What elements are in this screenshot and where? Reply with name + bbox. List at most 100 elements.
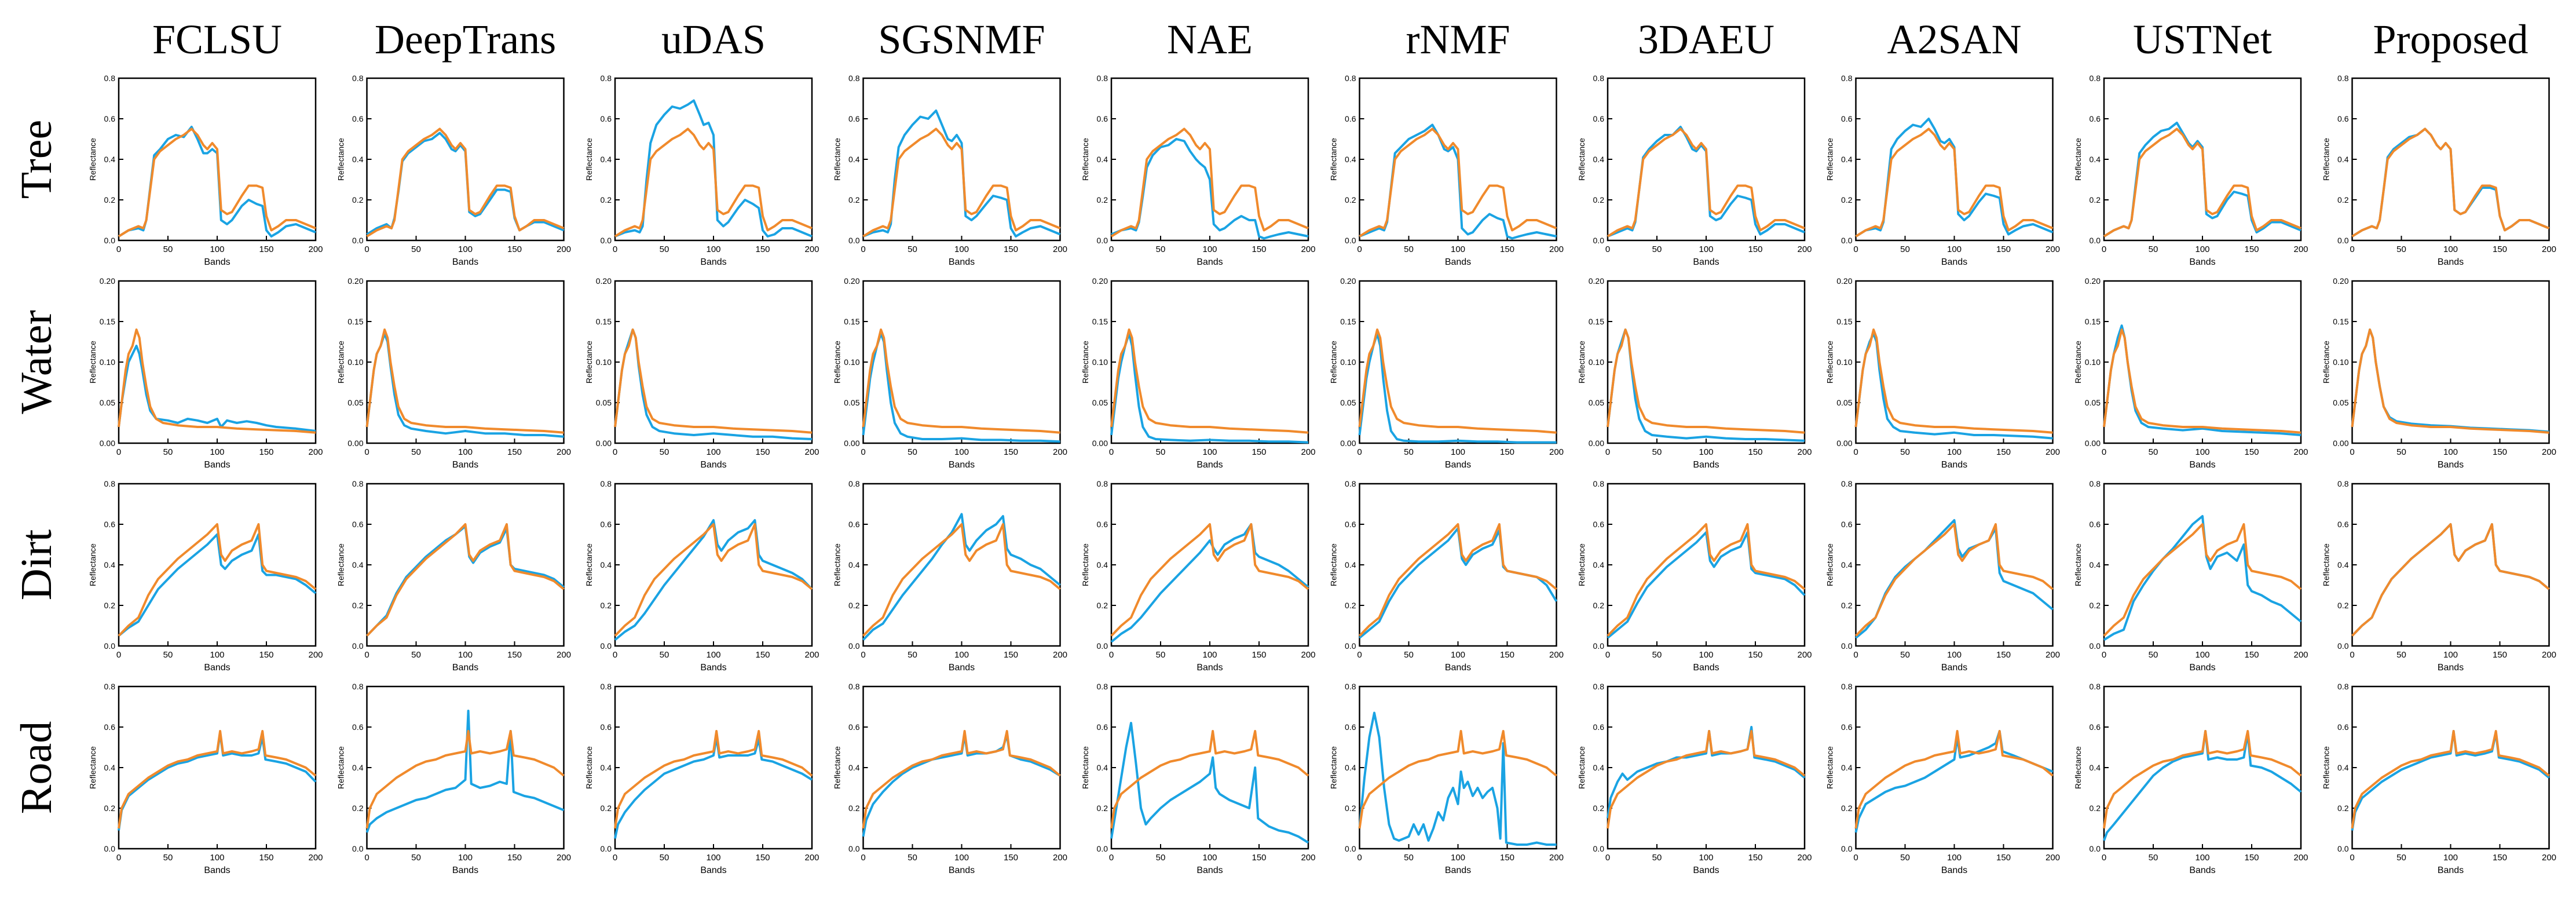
x-tick-label-road-3daeu-50: 50 bbox=[1652, 853, 1662, 863]
x-axis-label-road-proposed: Bands bbox=[2438, 866, 2464, 875]
x-tick-label-water-rnmf-0: 0 bbox=[1357, 447, 1362, 457]
x-tick-label-road-udas-50: 50 bbox=[660, 853, 669, 863]
x-tick-label-dirt-deeptrans-0: 0 bbox=[364, 650, 369, 660]
x-tick-label-water-fclsu-150: 150 bbox=[259, 447, 273, 457]
y-tick-label-water-a2san-0: 0.00 bbox=[1836, 439, 1852, 448]
y-tick-label-dirt-sgsnmf-0: 0.0 bbox=[848, 641, 860, 651]
x-tick-label-road-udas-200: 200 bbox=[804, 853, 819, 863]
y-tick-label-water-rnmf-2: 0.10 bbox=[1340, 357, 1356, 367]
series-reference-tree-fclsu bbox=[118, 127, 316, 238]
y-tick-label-dirt-sgsnmf-1: 0.2 bbox=[848, 601, 860, 610]
y-tick-label-tree-sgsnmf-0: 0.0 bbox=[848, 236, 860, 245]
x-tick-label-tree-ustnet-150: 150 bbox=[2244, 244, 2259, 254]
y-axis-label-water-deeptrans: Reflectance bbox=[336, 341, 346, 384]
y-axis-label-water-proposed: Reflectance bbox=[2322, 341, 2331, 384]
x-tick-label-water-sgsnmf-150: 150 bbox=[1004, 447, 1018, 457]
x-tick-label-road-fclsu-50: 50 bbox=[163, 853, 173, 863]
axes-frame-water-udas bbox=[614, 280, 813, 444]
y-tick-label-water-a2san-3: 0.15 bbox=[1836, 317, 1852, 326]
y-tick-label-tree-ustnet-2: 0.4 bbox=[2090, 155, 2101, 164]
series-estimated-dirt-sgsnmf bbox=[862, 513, 1061, 641]
y-tick-label-tree-udas-1: 0.2 bbox=[601, 195, 612, 204]
x-tick-label-road-udas-0: 0 bbox=[613, 853, 617, 863]
axes-frame-dirt-proposed bbox=[2351, 483, 2550, 647]
x-tick-label-water-rnmf-50: 50 bbox=[1404, 447, 1414, 457]
x-tick-label-dirt-rnmf-150: 150 bbox=[1500, 650, 1514, 660]
column-title-ustnet: USTNet bbox=[2133, 16, 2272, 63]
series-reference-tree-a2san bbox=[1855, 127, 2054, 238]
y-axis-label-tree-deeptrans: Reflectance bbox=[336, 138, 346, 181]
series-reference-dirt-3daeu bbox=[1607, 523, 1806, 637]
column-title-proposed: Proposed bbox=[2373, 16, 2529, 63]
x-tick-label-dirt-rnmf-100: 100 bbox=[1451, 650, 1465, 660]
axes-frame-dirt-udas bbox=[614, 483, 813, 647]
y-tick-label-water-rnmf-0: 0.00 bbox=[1340, 439, 1356, 448]
series-estimated-water-nae bbox=[1110, 333, 1309, 444]
x-tick-label-road-ustnet-50: 50 bbox=[2149, 853, 2158, 863]
y-axis-label-dirt-a2san: Reflectance bbox=[1825, 543, 1835, 586]
y-tick-label-road-udas-4: 0.8 bbox=[601, 682, 612, 691]
y-axis-label-dirt-deeptrans: Reflectance bbox=[336, 543, 346, 586]
x-tick-label-tree-nae-50: 50 bbox=[1156, 244, 1166, 254]
y-tick-label-road-sgsnmf-2: 0.4 bbox=[848, 763, 860, 772]
y-tick-label-tree-fclsu-3: 0.6 bbox=[104, 114, 116, 123]
axes-frame-road-sgsnmf bbox=[862, 685, 1061, 850]
series-reference-water-rnmf bbox=[1358, 328, 1557, 434]
x-tick-label-tree-nae-200: 200 bbox=[1301, 244, 1315, 254]
x-tick-label-dirt-fclsu-50: 50 bbox=[163, 650, 173, 660]
y-axis-label-road-deeptrans: Reflectance bbox=[336, 746, 346, 789]
x-tick-label-road-nae-0: 0 bbox=[1109, 853, 1114, 863]
y-tick-label-dirt-3daeu-0: 0.0 bbox=[1593, 641, 1605, 651]
y-axis-label-tree-fclsu: Reflectance bbox=[88, 138, 97, 181]
row-title-dirt: Dirt bbox=[12, 529, 61, 600]
x-tick-label-dirt-sgsnmf-100: 100 bbox=[954, 650, 969, 660]
series-estimated-dirt-rnmf bbox=[1359, 527, 1558, 639]
y-tick-label-water-a2san-4: 0.20 bbox=[1836, 276, 1852, 286]
x-tick-label-water-deeptrans-100: 100 bbox=[458, 447, 473, 457]
y-tick-label-tree-proposed-2: 0.4 bbox=[2337, 155, 2349, 164]
x-tick-label-tree-proposed-0: 0 bbox=[2350, 244, 2354, 254]
y-tick-label-tree-nae-3: 0.6 bbox=[1097, 114, 1108, 123]
column-title-a2san: A2SAN bbox=[1887, 16, 2021, 63]
x-tick-label-road-ustnet-200: 200 bbox=[2293, 853, 2308, 863]
y-tick-label-road-nae-1: 0.2 bbox=[1097, 804, 1108, 813]
y-tick-label-water-nae-3: 0.15 bbox=[1092, 317, 1108, 326]
x-tick-label-dirt-nae-200: 200 bbox=[1301, 650, 1315, 660]
y-tick-label-road-sgsnmf-1: 0.2 bbox=[848, 804, 860, 813]
y-tick-label-tree-fclsu-2: 0.4 bbox=[104, 155, 116, 164]
y-axis-label-water-sgsnmf: Reflectance bbox=[833, 341, 842, 384]
x-tick-label-tree-deeptrans-50: 50 bbox=[411, 244, 421, 254]
y-tick-label-tree-nae-2: 0.4 bbox=[1097, 155, 1108, 164]
x-tick-label-water-udas-0: 0 bbox=[613, 447, 617, 457]
y-tick-label-dirt-a2san-2: 0.4 bbox=[1841, 560, 1853, 569]
y-tick-label-water-ustnet-0: 0.00 bbox=[2085, 439, 2101, 448]
x-tick-label-water-udas-100: 100 bbox=[706, 447, 720, 457]
axes-frame-water-ustnet bbox=[2103, 280, 2302, 444]
x-tick-label-dirt-udas-0: 0 bbox=[613, 650, 617, 660]
x-tick-label-water-rnmf-150: 150 bbox=[1500, 447, 1514, 457]
x-tick-label-tree-fclsu-150: 150 bbox=[259, 244, 273, 254]
y-tick-label-dirt-deeptrans-0: 0.0 bbox=[352, 641, 364, 651]
x-tick-label-tree-fclsu-50: 50 bbox=[163, 244, 173, 254]
x-tick-label-tree-rnmf-150: 150 bbox=[1500, 244, 1514, 254]
y-tick-label-water-rnmf-1: 0.05 bbox=[1340, 398, 1356, 407]
series-estimated-water-a2san bbox=[1854, 333, 2053, 440]
x-tick-label-tree-3daeu-50: 50 bbox=[1652, 244, 1662, 254]
series-estimated-water-rnmf bbox=[1358, 333, 1557, 444]
x-tick-label-road-proposed-100: 100 bbox=[2443, 853, 2458, 863]
x-axis-label-tree-fclsu: Bands bbox=[204, 257, 230, 267]
x-axis-label-water-nae: Bands bbox=[1196, 460, 1223, 470]
series-reference-dirt-udas bbox=[614, 523, 813, 637]
series-reference-road-ustnet bbox=[2103, 730, 2302, 829]
y-tick-label-dirt-ustnet-1: 0.2 bbox=[2090, 601, 2101, 610]
x-tick-label-dirt-3daeu-150: 150 bbox=[1748, 650, 1762, 660]
x-tick-label-water-udas-200: 200 bbox=[804, 447, 819, 457]
series-reference-dirt-rnmf bbox=[1359, 523, 1557, 637]
x-tick-label-tree-sgsnmf-150: 150 bbox=[1004, 244, 1018, 254]
x-tick-label-dirt-deeptrans-50: 50 bbox=[411, 650, 421, 660]
x-tick-label-water-nae-200: 200 bbox=[1301, 447, 1315, 457]
y-tick-label-tree-nae-4: 0.8 bbox=[1097, 74, 1108, 83]
y-tick-label-dirt-a2san-4: 0.8 bbox=[1841, 479, 1853, 488]
x-tick-label-water-deeptrans-0: 0 bbox=[364, 447, 369, 457]
series-reference-water-3daeu bbox=[1607, 328, 1805, 434]
